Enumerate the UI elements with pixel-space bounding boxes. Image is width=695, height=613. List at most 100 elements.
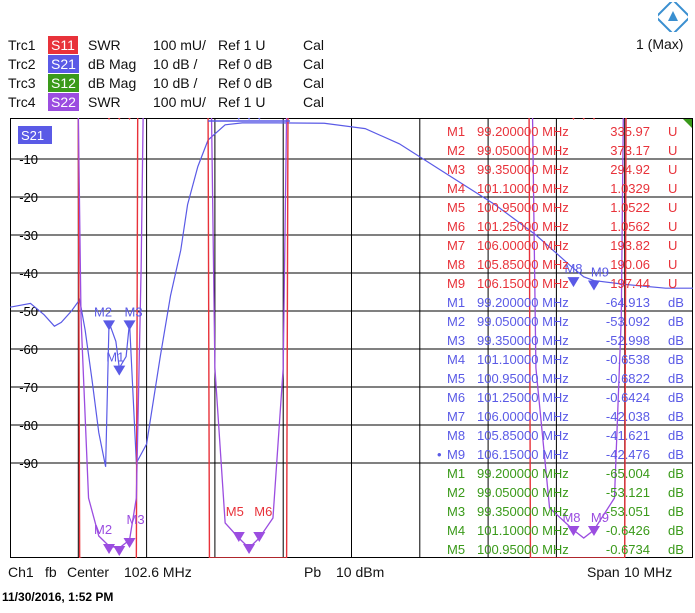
marker-m5-s21-top [237, 118, 241, 120]
marker-value: 1.0562 [610, 219, 650, 234]
trace-format: dB Mag [88, 56, 137, 72]
marker-unit: dB [668, 352, 684, 367]
marker-m8-s21 [567, 277, 580, 288]
marker-value: 197.44 [610, 276, 650, 291]
marker-value: -0.6538 [606, 352, 650, 367]
marker-id: M8 [447, 428, 465, 443]
marker-m2-s21 [103, 320, 116, 331]
trace-ref: Ref 1 U [218, 37, 266, 53]
marker-id: M4 [447, 181, 465, 196]
trace-cal: Cal [303, 94, 325, 110]
marker-value: 193.82 [610, 238, 650, 253]
marker-freq: 99.350000 MHz [477, 504, 569, 519]
marker-m3-s22 [123, 538, 136, 548]
trace-format: SWR [88, 94, 121, 110]
s11-trace-mid [207, 118, 289, 558]
marker-value: -65.004 [606, 466, 650, 481]
marker-freq: 101.10000 MHz [477, 523, 569, 538]
marker-unit: dB [668, 428, 684, 443]
marker-value: -42.038 [606, 409, 650, 424]
marker-m1-s21 [113, 365, 126, 376]
trace-param: S22 [48, 93, 79, 111]
marker-unit: dB [668, 447, 684, 462]
trace-scale: 10 dB / [153, 56, 198, 72]
marker-m4-s22 [243, 544, 256, 554]
marker-label: M3 [124, 304, 142, 319]
marker-unit: U [668, 143, 677, 158]
marker-unit: U [668, 200, 677, 215]
marker-m3-s11-top [128, 118, 131, 120]
marker-freq: 99.050000 MHz [477, 143, 569, 158]
power-value[interactable]: 10 dBm [336, 564, 385, 580]
marker-freq: 105.85000 MHz [477, 428, 569, 443]
marker-id: M2 [447, 485, 465, 500]
marker-label: M1 [106, 350, 124, 365]
marker-m1-s11-top [118, 118, 121, 120]
marker-value: -0.6822 [606, 371, 650, 386]
marker-id: M1 [447, 295, 465, 310]
y-tick-label: -40 [19, 266, 38, 281]
marker-freq: 100.95000 MHz [477, 371, 569, 386]
marker-value: 335.97 [610, 124, 650, 139]
marker-unit: dB [668, 295, 684, 310]
ref-indicator-icon [683, 119, 692, 128]
timestamp: 11/30/2016, 1:52 PM [2, 590, 114, 604]
marker-unit: U [668, 257, 677, 272]
marker-freq: 101.25000 MHz [477, 390, 569, 405]
trace-ref: Ref 0 dB [218, 56, 273, 72]
trace-format: dB Mag [88, 75, 137, 91]
y-tick-label: -10 [19, 152, 38, 167]
marker-m6-s21-top [258, 118, 261, 120]
marker-m9-s22 [587, 526, 600, 536]
marker-unit: dB [668, 504, 684, 519]
marker-value: 1.0522 [610, 200, 650, 215]
marker-unit: U [668, 276, 677, 291]
channel-label[interactable]: Ch1 [8, 564, 34, 580]
marker-label: M6 [254, 504, 272, 519]
marker-freq: 101.25000 MHz [477, 219, 569, 234]
marker-m7-s11-top [582, 118, 585, 120]
y-tick-label: -90 [19, 456, 38, 471]
diagram-area[interactable]: -10 -20 -30 -40 -50 -60 -70 -80 -90 S21 M2 M3 M1 M2 M3… [10, 118, 693, 558]
marker-m5-s22 [232, 532, 245, 542]
marker-value: -0.6734 [606, 542, 650, 557]
marker-label: M2 [94, 522, 112, 537]
marker-label: M9 [591, 510, 609, 525]
marker-value: -41.621 [606, 428, 650, 443]
marker-value: -42.476 [606, 447, 650, 462]
marker-id: M2 [447, 143, 465, 158]
marker-value: -52.998 [606, 333, 650, 348]
marker-unit: U [668, 238, 677, 253]
s22-trace-mid [210, 118, 288, 549]
marker-unit: dB [668, 409, 684, 424]
marker-value: 190.06 [610, 257, 650, 272]
marker-id: M5 [447, 371, 465, 386]
marker-label: M8 [562, 510, 580, 525]
marker-freq: 99.350000 MHz [477, 162, 569, 177]
trace-name: Trc2 [8, 56, 36, 72]
trace-ref: Ref 0 dB [218, 75, 273, 91]
marker-freq: 99.200000 MHz [477, 295, 569, 310]
marker-id: M1 [447, 466, 465, 481]
marker-unit: dB [668, 466, 684, 481]
marker-label: M2 [94, 304, 112, 319]
marker-id: M2 [447, 314, 465, 329]
span-value[interactable]: 10 MHz [624, 564, 673, 580]
marker-m2-s22 [103, 544, 116, 554]
center-value[interactable]: 102.6 MHz [124, 564, 192, 580]
marker-value: -0.6426 [606, 523, 650, 538]
marker-value: 373.17 [610, 143, 650, 158]
trace-scale: 100 mU/ [153, 94, 206, 110]
status-bar: Ch1 fb Center 102.6 MHz Pb 10 dBm Span 1… [0, 558, 695, 588]
y-tick-label: -50 [19, 304, 38, 319]
trace-cal: Cal [303, 56, 325, 72]
trace-param: S11 [48, 36, 78, 54]
trace-scale: 100 mU/ [153, 37, 206, 53]
marker-id: M9 [447, 447, 465, 462]
active-marker-bullet: • [437, 447, 442, 462]
marker-m3-s21 [123, 320, 136, 331]
marker-m1-s22 [113, 546, 126, 556]
marker-freq: 100.95000 MHz [477, 542, 569, 557]
marker-freq: 99.200000 MHz [477, 124, 569, 139]
marker-value: 1.0329 [610, 181, 650, 196]
